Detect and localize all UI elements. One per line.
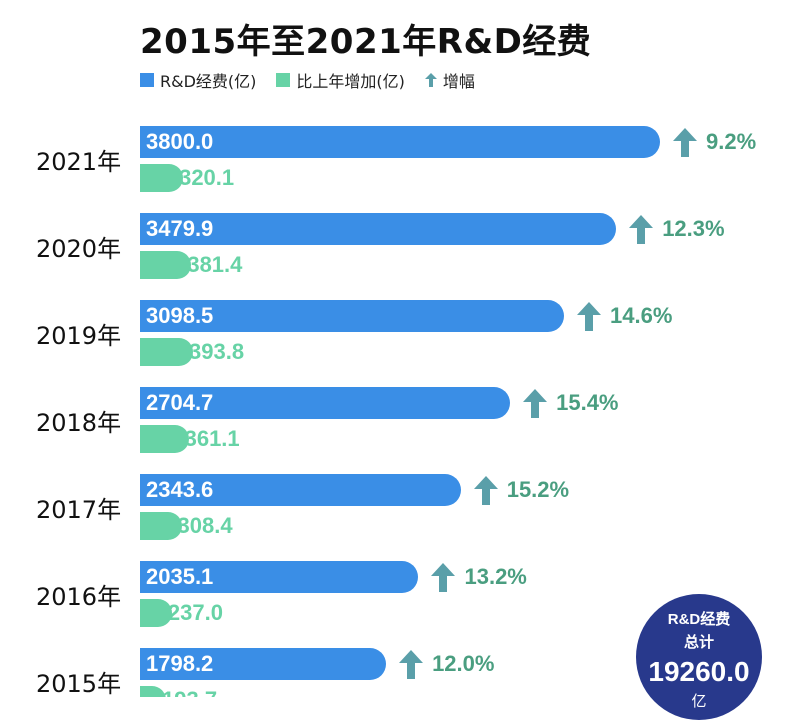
growth-rate: 14.6%: [576, 300, 672, 332]
bar-yoy-increase: [140, 686, 167, 697]
growth-rate-label: 15.2%: [506, 477, 570, 502]
year-label: 2017年: [36, 496, 122, 524]
legend-label-main: R&D经费(亿): [160, 72, 257, 91]
year-label: 2018年: [36, 409, 122, 437]
bar-rd-expense: [140, 648, 387, 680]
legend-swatch-main: [140, 73, 154, 87]
bar-yoy-increase-label: 361.1: [184, 426, 240, 451]
chart-area: 2021年 3800.0 320.1 9.2% 2020年 3479.9 381.4 12.3…: [36, 126, 756, 697]
bar-yoy-increase-label: 308.4: [177, 513, 233, 538]
growth-rate-label: 9.2%: [706, 129, 757, 154]
arrow-up-icon: [424, 73, 437, 87]
total-label-line1: R&D经费: [667, 611, 731, 628]
arrow-up-icon: [398, 648, 424, 680]
legend-label-increase: 比上年增加(亿): [296, 72, 405, 91]
bar-yoy-increase: [140, 599, 172, 627]
growth-rate: 15.2%: [473, 474, 569, 506]
growth-rate-label: 12.3%: [662, 216, 725, 241]
year-label: 2016年: [36, 583, 122, 611]
bar-yoy-increase-label: 393.8: [189, 339, 245, 364]
legend-label-growth: 增幅: [442, 72, 475, 91]
bar-rd-expense: [140, 387, 511, 419]
bar-rd-expense-label: 1798.2: [146, 651, 214, 676]
bar-rd-expense: [140, 300, 564, 332]
bar-yoy-increase: [140, 164, 184, 192]
arrow-up-icon: [576, 300, 602, 332]
total-badge: R&D经费 总计 19260.0 亿: [636, 594, 762, 720]
legend: R&D经费(亿) 比上年增加(亿) 增幅: [140, 68, 495, 92]
bar-yoy-increase: [140, 338, 193, 366]
bar-yoy-increase: [140, 251, 192, 279]
total-label-line2: 总计: [683, 633, 714, 651]
arrow-up-icon: [628, 213, 654, 245]
growth-rate: 9.2%: [672, 126, 756, 158]
bar-rd-expense-label: 3479.9: [146, 216, 214, 241]
bar-rd-expense: [140, 213, 617, 245]
bar-rd-expense-label: 3098.5: [146, 303, 214, 328]
legend-item-increase: 比上年增加(亿): [276, 68, 405, 92]
bar-yoy-increase-label: 237.0: [167, 600, 223, 625]
year-label: 2015年: [36, 670, 122, 697]
arrow-up-icon: [522, 387, 548, 419]
bar-yoy-increase-label: 193.7: [162, 686, 217, 697]
bar-yoy-increase: [140, 512, 182, 540]
growth-rate-label: 14.6%: [610, 303, 673, 328]
growth-rate-label: 12.0%: [432, 651, 495, 676]
total-unit: 亿: [691, 692, 707, 710]
growth-rate-label: 15.4%: [556, 390, 619, 415]
year-label: 2019年: [36, 322, 122, 350]
bar-yoy-increase-label: 381.4: [187, 252, 243, 277]
growth-rate: 13.2%: [430, 561, 527, 593]
arrow-up-icon: [473, 474, 499, 506]
bar-yoy-increase-label: 320.1: [179, 165, 235, 190]
bar-rd-expense-label: 2035.1: [146, 564, 214, 589]
bar-rd-expense: [140, 561, 419, 593]
bar-rd-expense-label: 2704.7: [146, 390, 214, 415]
growth-rate: 12.0%: [398, 648, 494, 680]
bar-rd-expense-label: 2343.6: [146, 477, 214, 502]
growth-rate-label: 13.2%: [464, 564, 527, 589]
arrow-up-icon: [430, 561, 456, 593]
growth-rate: 12.3%: [628, 213, 725, 245]
total-value: 19260.0: [648, 656, 750, 687]
year-label: 2021年: [36, 148, 122, 176]
chart-title: 2015年至2021年R&D经费: [140, 22, 592, 62]
legend-swatch-increase: [276, 73, 291, 87]
bar-yoy-increase: [140, 425, 189, 453]
legend-item-main: R&D经费(亿): [140, 68, 256, 92]
bar-rd-expense-label: 3800.0: [146, 129, 214, 154]
legend-item-growth: 增幅: [424, 68, 475, 92]
growth-rate: 15.4%: [522, 387, 619, 419]
bar-rd-expense: [140, 126, 660, 158]
bar-rd-expense: [140, 474, 461, 506]
arrow-up-icon: [672, 126, 698, 158]
year-label: 2020年: [36, 235, 122, 263]
